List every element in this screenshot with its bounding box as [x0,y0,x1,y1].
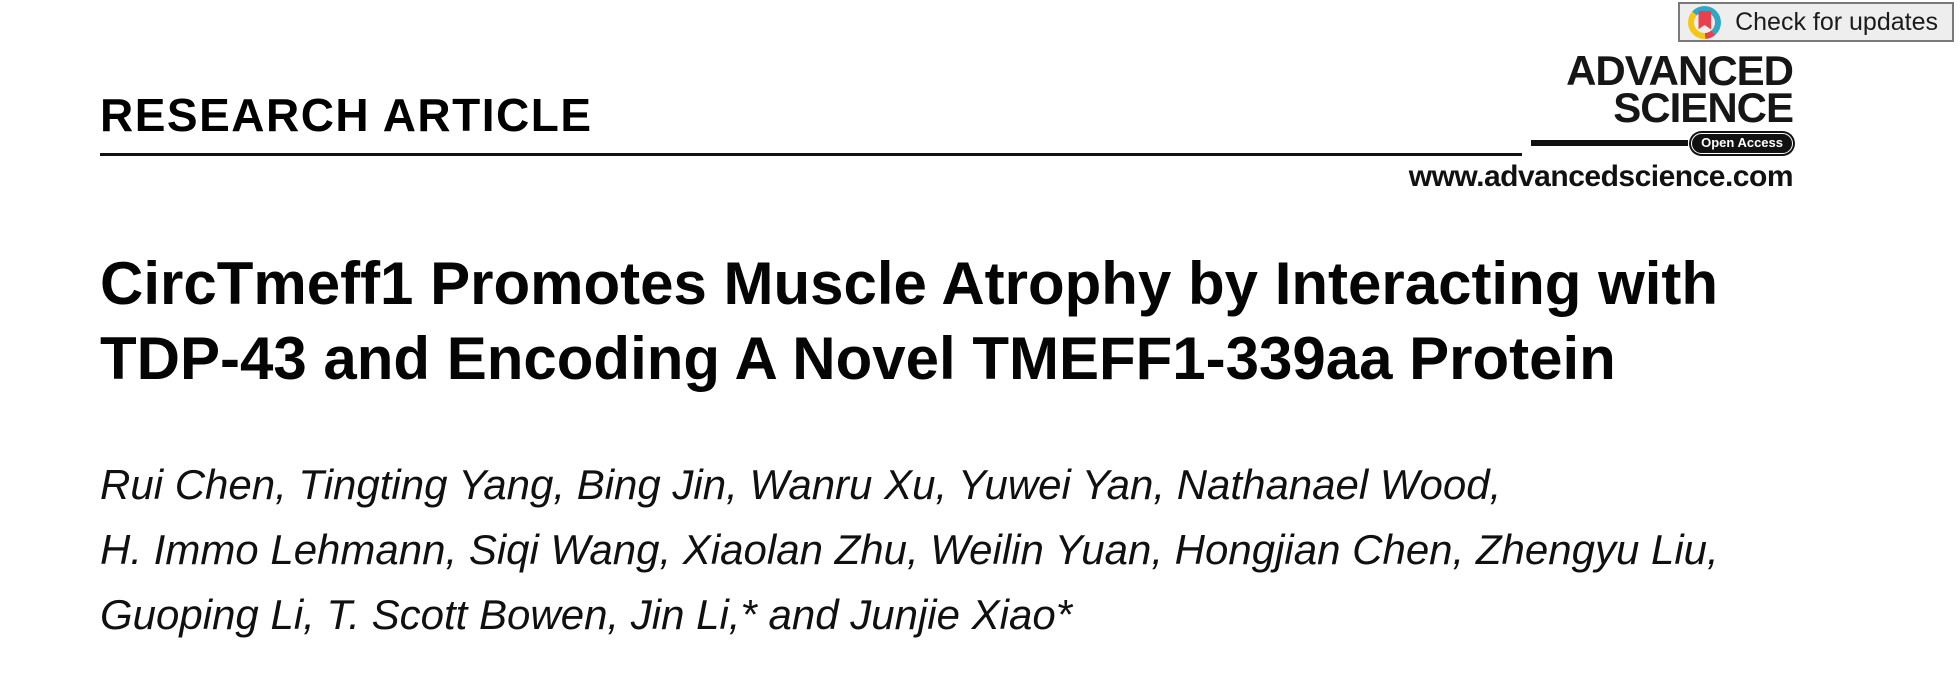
journal-name-line2: SCIENCE [1613,84,1794,131]
check-for-updates-label: Check for updates [1735,7,1938,36]
journal-name-line1: ADVANCED [1566,47,1794,94]
author-line: H. Immo Lehmann, Siqi Wang, Xiaolan Zhu,… [100,526,1719,573]
open-access-badge: Open Access [1691,132,1793,154]
author-list: Rui Chen, Tingting Yang, Bing Jin, Wanru… [100,452,1719,647]
header-divider [100,153,1522,156]
article-title: CircTmeff1 Promotes Muscle Atrophy by In… [100,246,1718,396]
journal-logo: ADVANCED SCIENCE Open Access www.advance… [1408,47,1794,194]
article-title-line2: TDP-43 and Encoding A Novel TMEFF1-339aa… [100,325,1616,392]
journal-website-link[interactable]: www.advancedscience.com [1408,160,1794,193]
article-type-heading: RESEARCH ARTICLE [100,89,593,141]
logo-bar-row: Open Access [1409,132,1793,154]
logo-bar [1531,140,1689,146]
author-line: Rui Chen, Tingting Yang, Bing Jin, Wanru… [100,461,1502,508]
article-title-line1: CircTmeff1 Promotes Muscle Atrophy by In… [100,250,1719,317]
check-for-updates-button[interactable]: Check for updates [1678,2,1954,42]
author-line: Guoping Li, T. Scott Bowen, Jin Li,* and… [100,591,1073,638]
crossmark-icon [1688,5,1722,39]
bookmark-icon [1698,10,1712,30]
